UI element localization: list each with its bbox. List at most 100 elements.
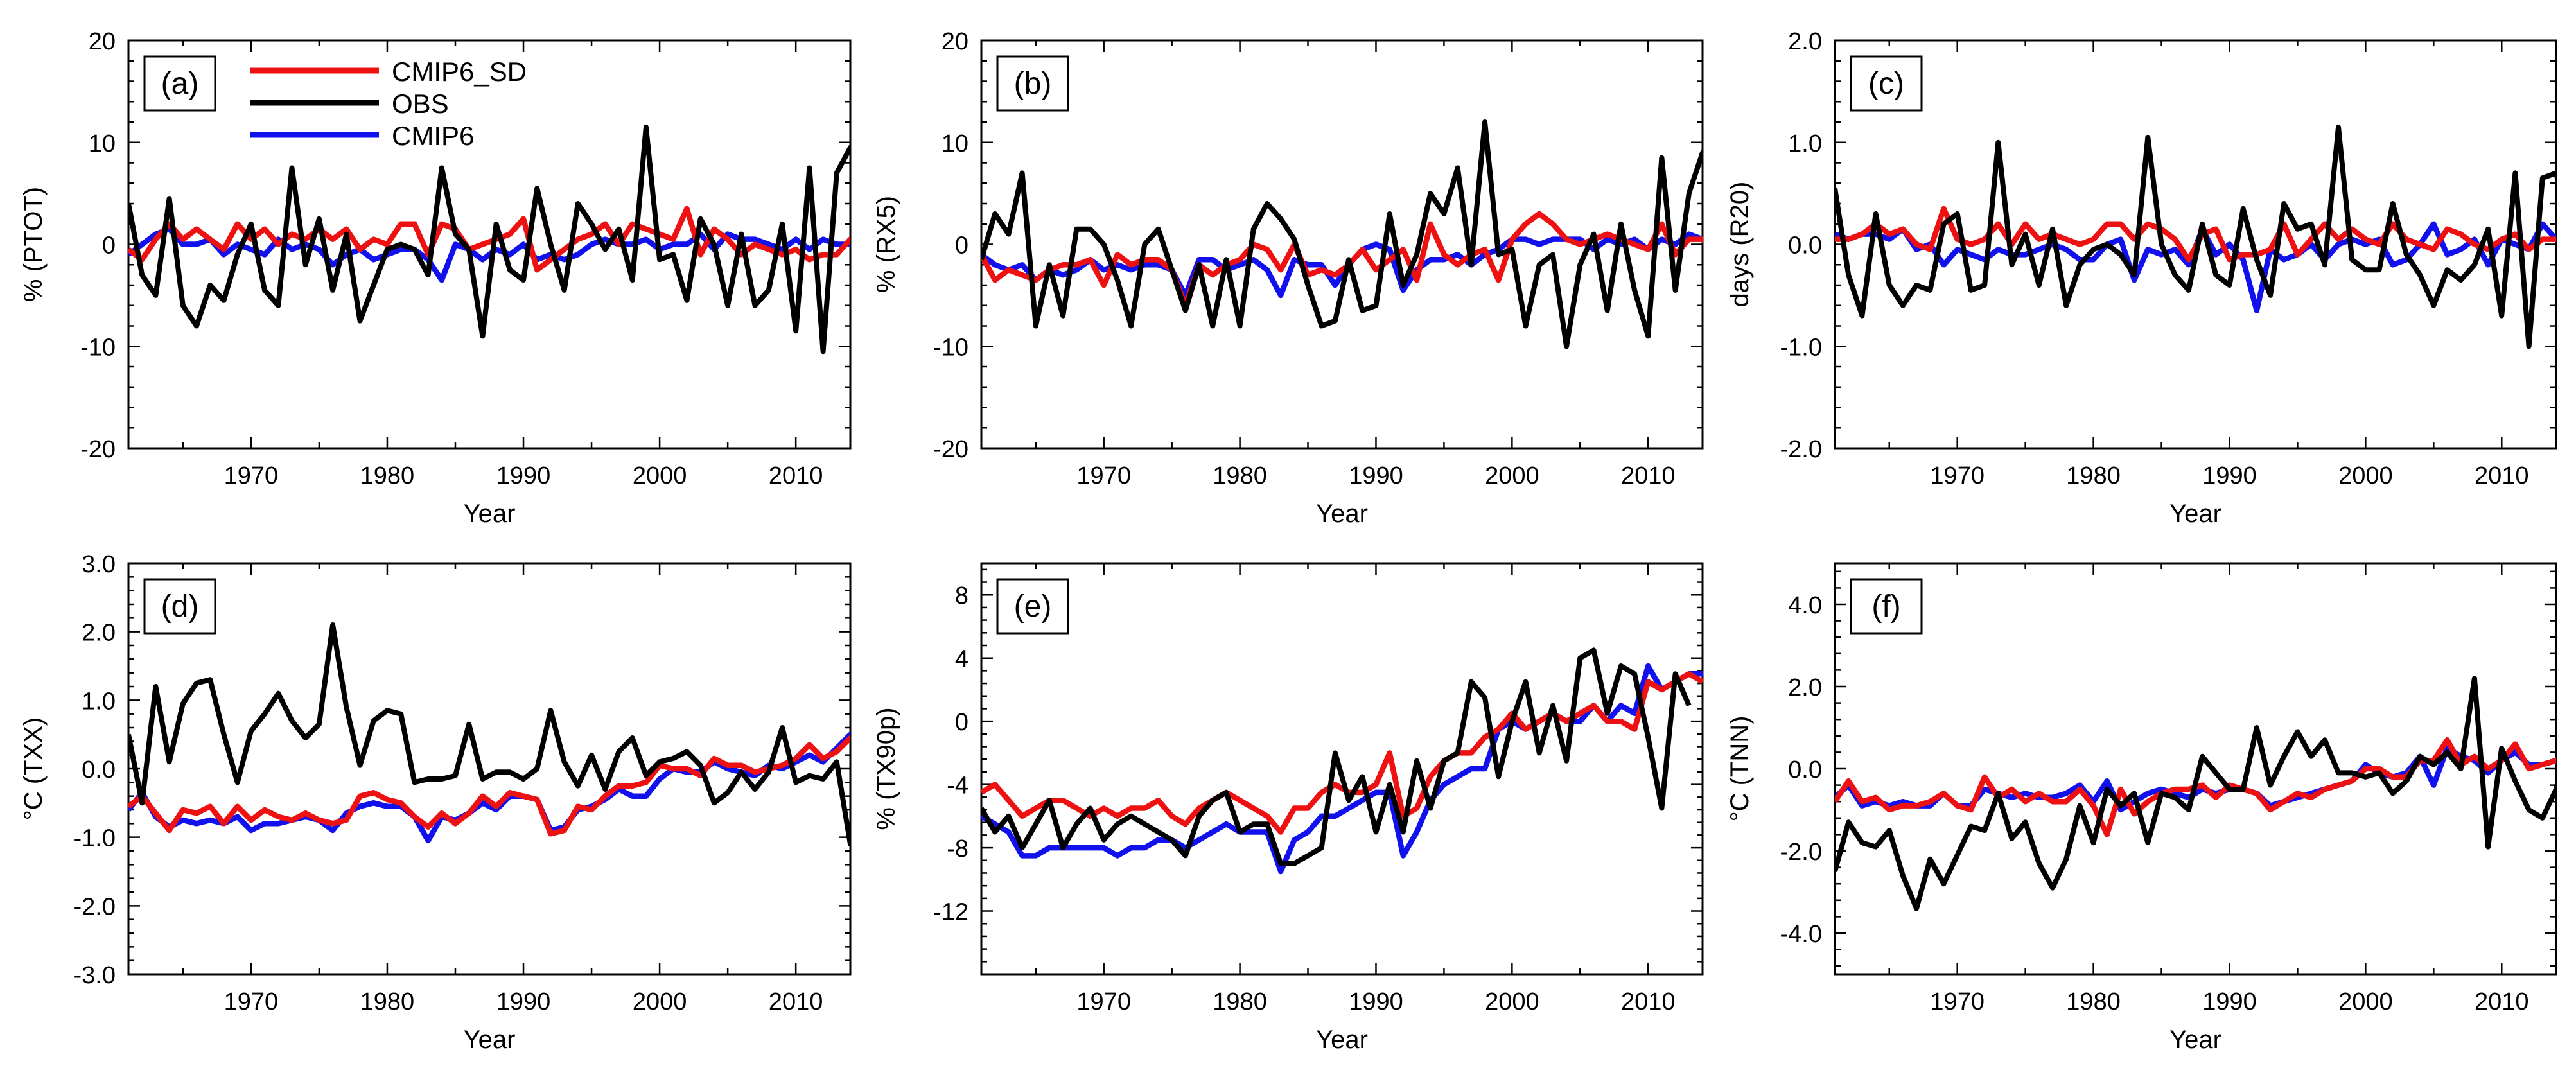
x-tick-label: 1990: [496, 988, 551, 1015]
y-tick-label: -2.0: [1780, 839, 1822, 866]
x-tick-label: 1980: [1213, 988, 1267, 1015]
panel-a: -20 -10 0 10 20 1970 1980 1990 2000 2010 Year % (PT…: [19, 28, 852, 528]
y-tick-label: 0.0: [1788, 757, 1822, 783]
y-tick-label: -10: [933, 334, 968, 361]
legend: CMIP6_SD OBS CMIP6: [250, 57, 527, 151]
panel-d: -3.0 -2.0 -1.0 0.0 1.0 2.0 3.0 1970 1980 1990 2000…: [19, 551, 852, 1054]
panel-label: (e): [1014, 590, 1052, 624]
x-tick-label: 1970: [1930, 988, 1985, 1015]
y-tick-label: 2.0: [1788, 28, 1822, 55]
panel-label-box: [1850, 55, 1923, 112]
x-axis-label: Year: [464, 1026, 516, 1054]
x-tick-label: 1970: [1076, 462, 1131, 489]
legend-label-cmip6: CMIP6: [392, 121, 474, 151]
x-tick-label: 1990: [2202, 988, 2257, 1015]
panel-label: (f): [1871, 590, 1900, 624]
x-tick-label: 2000: [2338, 988, 2393, 1015]
x-tick-label: 1980: [2066, 988, 2121, 1015]
x-tick-label: 2000: [1485, 988, 1539, 1015]
x-tick-label: 1990: [1349, 462, 1403, 489]
x-tick-label: 2010: [769, 988, 823, 1015]
x-tick-label: 2000: [633, 988, 687, 1015]
y-axis-label: % (PTOT): [19, 187, 48, 302]
x-axis-label: Year: [2169, 1026, 2221, 1054]
panel-label: (a): [161, 67, 199, 101]
y-tick-label: -12: [933, 899, 968, 926]
x-tick-label: 2000: [633, 462, 687, 489]
series-line-cmip6-sd: [1835, 737, 2556, 837]
x-tick-label: 1990: [2202, 462, 2257, 489]
y-tick-label: 2.0: [82, 620, 116, 647]
panel-label: (c): [1868, 67, 1904, 101]
x-tick-label: 2010: [1621, 988, 1676, 1015]
x-tick-label: 2010: [2475, 462, 2529, 489]
series-group: [128, 124, 850, 355]
panel-label: (d): [161, 590, 199, 624]
x-tick-label: 2000: [1485, 462, 1539, 489]
y-tick-label: -1.0: [1780, 334, 1822, 361]
x-tick-label: 1980: [360, 988, 415, 1015]
y-tick-label: 20: [89, 28, 116, 55]
series-group: [128, 622, 850, 847]
y-tick-label: 1.0: [1788, 130, 1822, 157]
y-tick-label: -10: [80, 334, 116, 361]
panel-e: -12 -8 -4 0 4 8 1970 1980 1990 2000 2010 Year % (TX9…: [872, 562, 1704, 1054]
series-line-obs: [128, 124, 850, 355]
y-tick-label: 20: [942, 28, 968, 55]
x-tick-label: 1970: [224, 988, 279, 1015]
y-axis-label: °C (TNN): [1726, 716, 1754, 822]
series-line-obs: [128, 622, 850, 847]
panel-c: -2.0 -1.0 0.0 1.0 2.0 1970 1980 1990 2000 2010 Yea…: [1726, 28, 2557, 528]
panel-f: -4.0 -2.0 0.0 2.0 4.0 1970 1980 1990 2000 2010 Yea…: [1726, 562, 2557, 1054]
y-tick-label: 0: [955, 709, 968, 736]
series-group: [1835, 676, 2556, 911]
y-tick-label: -2.0: [1780, 436, 1822, 463]
panel-label-box: [143, 578, 216, 635]
y-tick-label: -8: [947, 836, 968, 862]
y-tick-label: 8: [955, 582, 968, 609]
y-tick-label: 10: [942, 130, 968, 157]
series-line-obs: [981, 647, 1692, 866]
x-axis-label: Year: [464, 500, 516, 528]
y-tick-label: 0: [955, 232, 968, 259]
y-tick-label: -2.0: [74, 893, 116, 920]
legend-label-cmip6-sd: CMIP6_SD: [392, 57, 527, 87]
series-group: [1835, 124, 2556, 349]
x-axis-label: Year: [1316, 1026, 1368, 1054]
x-axis-label: Year: [2169, 500, 2221, 528]
y-axis-label: % (TX90p): [872, 707, 900, 830]
y-tick-label: 0: [102, 232, 116, 259]
x-tick-label: 1980: [2066, 462, 2121, 489]
x-tick-label: 1970: [1076, 988, 1131, 1015]
x-tick-label: 2000: [2338, 462, 2393, 489]
y-axis-label: °C (TXX): [19, 717, 48, 820]
y-tick-label: 4: [955, 646, 968, 673]
y-tick-label: 0.0: [1788, 232, 1822, 259]
y-tick-label: -3.0: [74, 962, 116, 989]
series-group: [981, 119, 1703, 349]
y-tick-label: 3.0: [82, 551, 116, 578]
y-tick-label: -20: [933, 436, 968, 463]
series-line-cmip6-sd: [981, 671, 1703, 835]
y-tick-label: 4.0: [1788, 592, 1822, 619]
series-line-obs: [1835, 676, 2556, 911]
y-axis-label: days (R20): [1726, 182, 1754, 308]
panel-label: (b): [1014, 67, 1052, 101]
y-tick-label: 1.0: [82, 688, 116, 715]
x-tick-label: 1970: [1930, 462, 1985, 489]
y-tick-label: 10: [89, 130, 116, 157]
y-tick-label: -1.0: [74, 825, 116, 852]
plot-frame: [980, 562, 1704, 976]
panel-b: -20 -10 0 10 20 1970 1980 1990 2000 2010 Year % (RX…: [872, 28, 1704, 528]
series-line-obs: [981, 119, 1703, 349]
x-axis-label: Year: [1316, 500, 1368, 528]
x-tick-label: 1980: [1213, 462, 1267, 489]
x-tick-label: 1990: [496, 462, 551, 489]
panel-label-box: [996, 55, 1069, 112]
plot-frame: [1834, 562, 2557, 976]
panel-label-box: [143, 55, 216, 112]
series-line-obs: [1835, 124, 2556, 349]
series-group: [981, 647, 1703, 875]
y-tick-label: -4.0: [1780, 921, 1822, 948]
